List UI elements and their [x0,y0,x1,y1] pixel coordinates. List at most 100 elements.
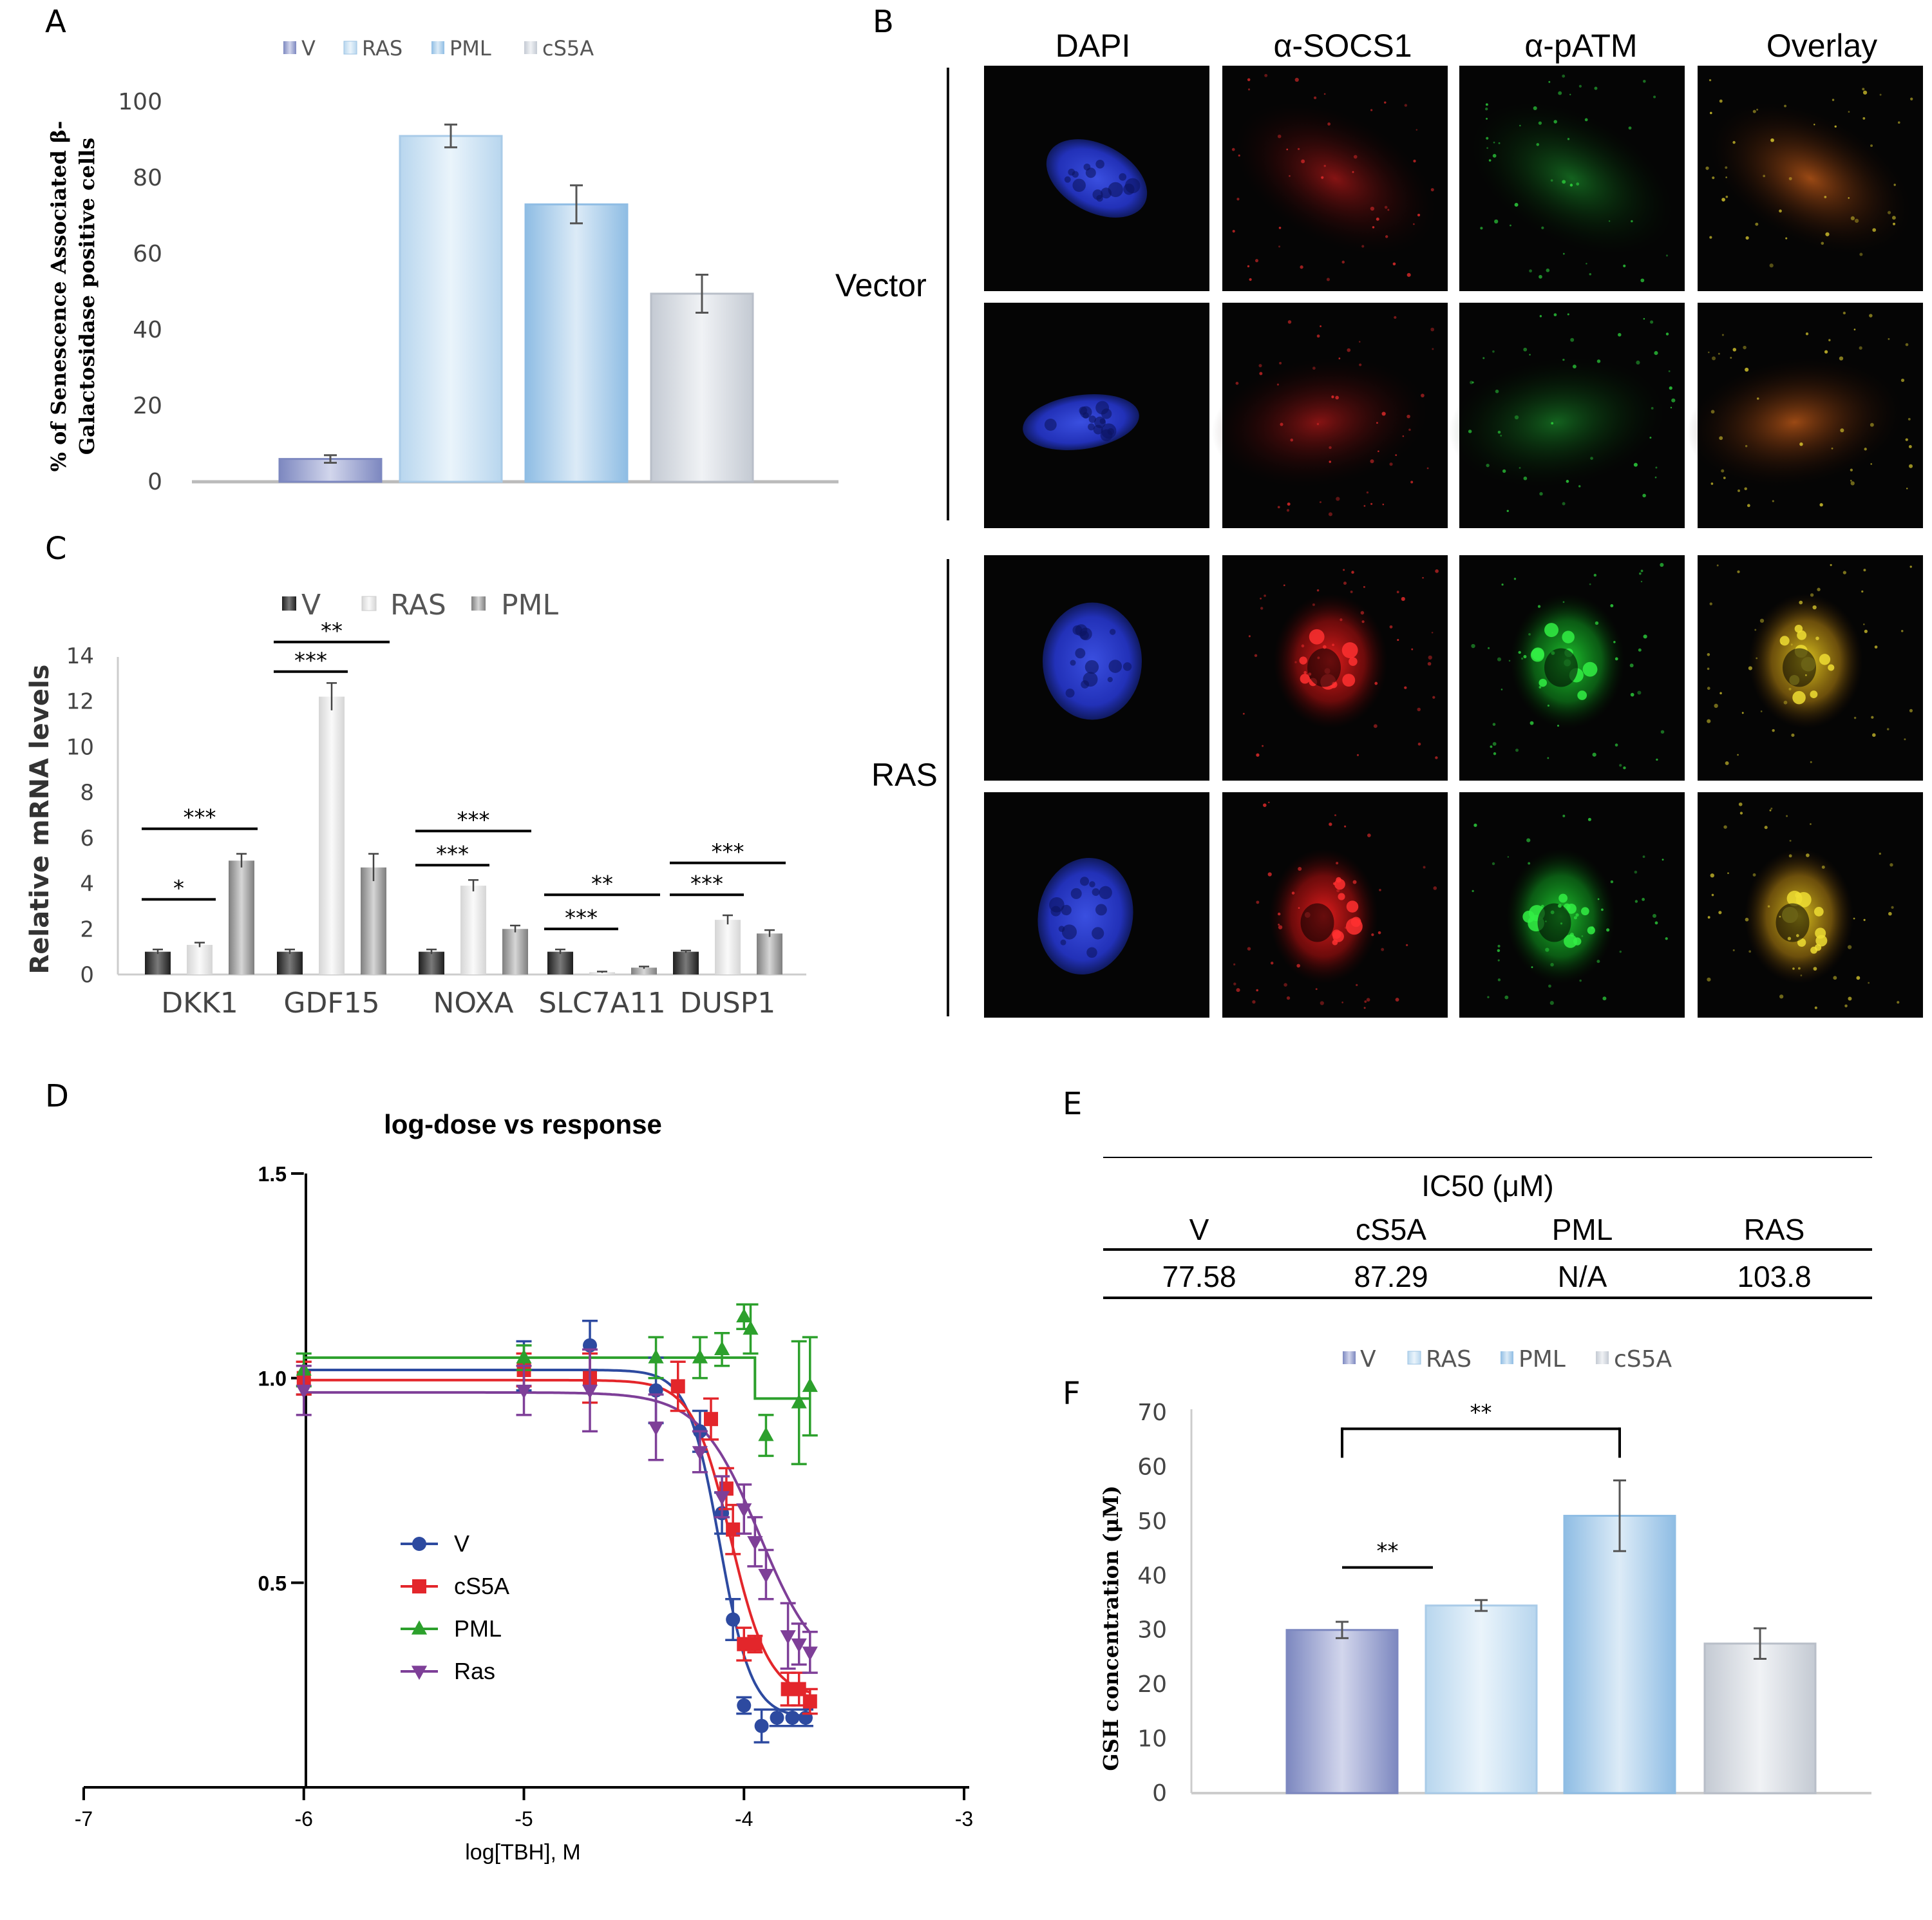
speckle [1236,198,1240,201]
panel-c-significance: ******************** ****** [142,618,786,931]
nuclear-body [1792,690,1806,705]
legend-label-cs5a: cS5A [542,36,594,61]
speckle [1370,502,1373,505]
chromatin-spot [1107,677,1113,683]
speckle [1769,809,1772,812]
cytoplasm-signal [1472,102,1672,254]
speckle [1395,998,1399,1002]
speckle [1654,351,1658,356]
speckle [1862,88,1865,91]
speckle [1548,81,1551,83]
y-tick-label: 70 [1137,1400,1167,1426]
speckle [1562,252,1565,255]
speckle [1396,591,1399,594]
speckle [1643,634,1647,639]
speckle [1655,466,1658,469]
speckle [1738,802,1743,806]
speckle [1670,406,1672,409]
speckle [1472,381,1474,384]
speckle [1642,493,1646,498]
speckle [1788,854,1792,858]
speckle [1737,570,1740,573]
speckle [1384,101,1387,104]
speckle [1581,935,1584,937]
speckle [1906,488,1908,490]
row-label-vector: Vector [835,267,927,303]
speckle [1832,99,1835,101]
nuclear-body [1810,946,1818,954]
legend-swatch-v [1343,1351,1356,1364]
speckle [1909,566,1912,568]
speckle [1710,873,1714,878]
data-point [758,1427,774,1441]
bar-gdf15-ras [319,696,345,974]
chromatin-spot [1083,163,1091,171]
chromatin-spot [1099,886,1112,900]
speckle [1596,359,1601,363]
speckle [1850,216,1855,221]
chromatin-spot [1122,662,1132,671]
speckle [1716,564,1719,567]
chromatin-spot [1084,660,1099,674]
significance-label: *** [690,871,723,897]
nuclear-body [1577,690,1587,700]
speckle [1404,686,1407,689]
speckle [1872,733,1876,737]
legend-label-cs5a: cS5A [1614,1346,1672,1373]
speckle [1397,639,1399,642]
speckle [1874,645,1878,649]
speckle [1651,406,1654,410]
speckle [1417,213,1421,217]
speckle [1640,278,1645,283]
speckle [1286,148,1289,151]
nuclear-body [1349,657,1358,666]
table-cell-cs5a: 87.29 [1354,1260,1428,1293]
row-label-ras: RAS [871,757,938,793]
panel-label-d: D [45,1078,69,1114]
speckle [1833,976,1837,980]
nucleolus-dark [1776,903,1810,942]
speckle [1289,175,1291,177]
speckle [1619,950,1622,953]
speckle [1468,430,1472,433]
speckle [1233,982,1236,985]
data-point [791,1394,807,1409]
speckle [1376,422,1378,424]
speckle [1558,904,1562,908]
legend-swatch-ras [343,41,357,55]
speckle [1562,601,1565,604]
speckle [1756,397,1759,400]
speckle [1712,176,1715,180]
speckle [1671,398,1676,403]
chromatin-spot [1080,631,1089,640]
panel-a-legend: V RAS PML cS5A [283,36,594,61]
speckle [1871,716,1874,719]
bar-cs5a [650,292,754,483]
speckle [1347,348,1351,352]
speckle [1316,423,1320,426]
speckle [1382,503,1385,506]
bar-dkk1-ras [187,945,213,974]
speckle [1270,962,1274,965]
chromatin-spot [1101,187,1112,199]
nucleolus-dark [1783,648,1816,687]
speckle [1256,900,1260,904]
speckle [1848,996,1852,1001]
speckle [1523,347,1528,352]
speckle [1378,450,1379,452]
speckle [1861,590,1864,593]
speckle [1640,569,1643,573]
speckle [1779,209,1782,213]
speckle [1430,188,1434,192]
speckle [1905,438,1908,441]
legend-label: PML [454,1615,502,1642]
speckle [1908,417,1911,421]
panel-label-f: F [1063,1376,1081,1412]
speckle [1850,481,1855,486]
nucleus-dapi [1037,857,1133,975]
speckle [1417,742,1421,746]
speckle [1743,345,1747,350]
speckle [1721,469,1725,473]
speckle [1435,569,1439,573]
speckle [1797,967,1801,970]
